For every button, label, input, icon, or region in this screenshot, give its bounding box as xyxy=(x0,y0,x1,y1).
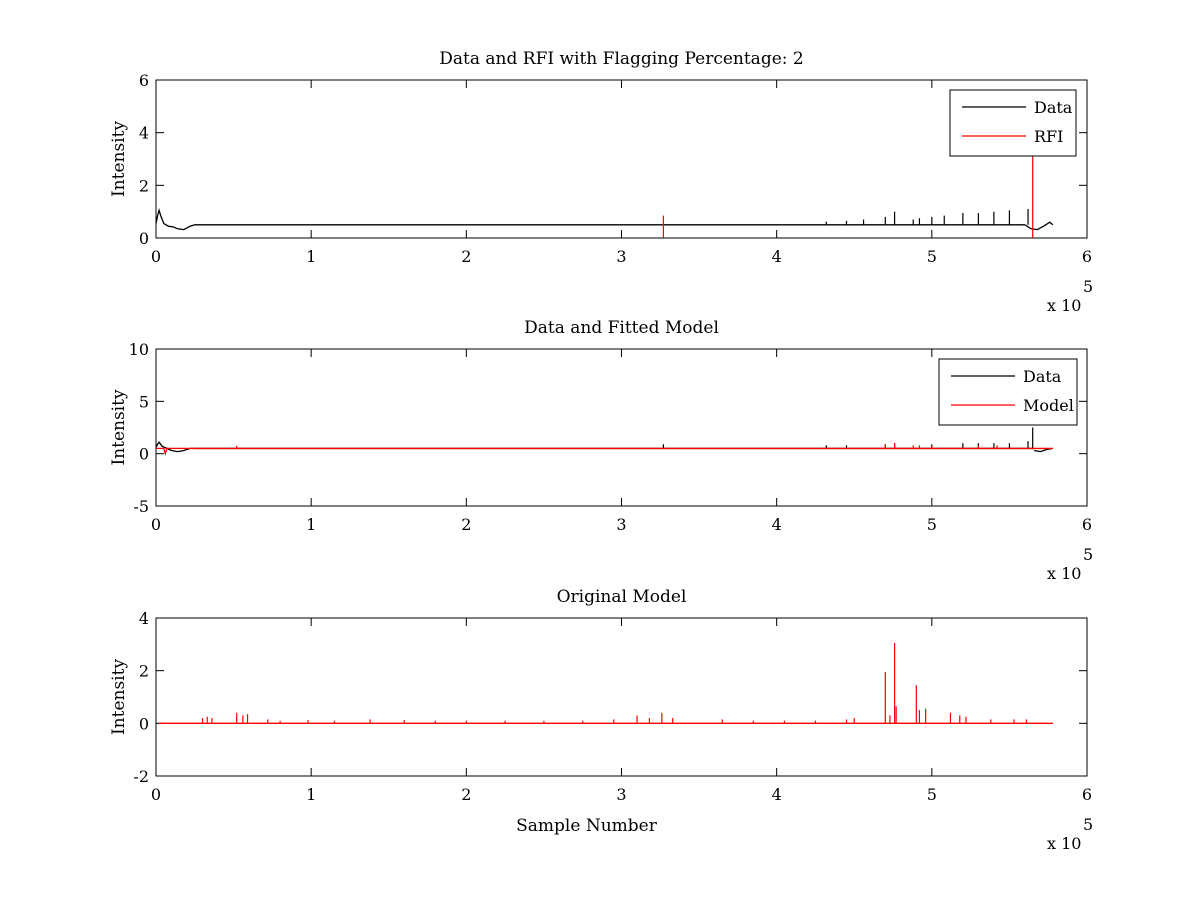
x-axis-label: Sample Number xyxy=(516,816,658,836)
x-tick-label: 2 xyxy=(461,515,471,534)
series-model xyxy=(156,443,1053,457)
x-tick-label: 4 xyxy=(772,247,782,266)
x-tick-label: 3 xyxy=(616,247,626,266)
plot-area xyxy=(159,643,1053,724)
subplot-title: Data and Fitted Model xyxy=(524,318,719,338)
x-exponent-power: 5 xyxy=(1083,815,1093,834)
subplot-title: Original Model xyxy=(557,587,687,607)
x-tick-label: 1 xyxy=(306,247,316,266)
x-tick-label: 3 xyxy=(616,515,626,534)
x-tick-label: 3 xyxy=(616,785,626,804)
y-tick-label: 4 xyxy=(139,609,149,628)
y-tick-label: 0 xyxy=(139,714,149,733)
y-tick-label: 0 xyxy=(139,445,149,464)
x-tick-label: 4 xyxy=(772,785,782,804)
y-tick-label: -2 xyxy=(133,767,149,786)
series-model-trace xyxy=(159,643,1053,724)
legend: Data RFI xyxy=(949,89,1077,157)
x-tick-label: 6 xyxy=(1082,515,1092,534)
legend: Data Model xyxy=(938,358,1078,426)
y-axis-label: Intensity xyxy=(109,389,129,465)
x-tick-label: 0 xyxy=(151,515,161,534)
x-exponent-power: 5 xyxy=(1083,277,1093,296)
x-tick-label: 5 xyxy=(927,785,937,804)
series-segment xyxy=(156,441,195,453)
x-exponent-label: x 10 xyxy=(1047,296,1081,315)
x-tick-label: 1 xyxy=(306,785,316,804)
x-exponent-label: x 10 xyxy=(1047,564,1081,583)
y-tick-label: 10 xyxy=(129,340,149,359)
y-tick-label: -5 xyxy=(133,497,149,516)
y-tick-label: 2 xyxy=(139,176,149,195)
x-tick-label: 5 xyxy=(927,515,937,534)
y-tick-label: 0 xyxy=(139,229,149,248)
series-segment xyxy=(1024,221,1054,231)
plot-area xyxy=(156,145,1054,238)
series-segment xyxy=(156,447,187,457)
legend-label-data: Data xyxy=(1023,367,1062,386)
legend-label-data: Data xyxy=(1034,98,1073,117)
x-tick-label: 5 xyxy=(927,247,937,266)
y-tick-label: 2 xyxy=(139,662,149,681)
legend-box xyxy=(938,358,1078,426)
series-data xyxy=(156,207,1054,231)
y-tick-label: 6 xyxy=(139,71,149,90)
x-tick-label: 4 xyxy=(772,515,782,534)
x-tick-label: 1 xyxy=(306,515,316,534)
x-tick-label: 0 xyxy=(151,247,161,266)
x-exponent-label: x 10 xyxy=(1047,834,1081,853)
y-axis-label: Intensity xyxy=(109,121,129,197)
series-segment xyxy=(156,207,203,231)
y-axis-label: Intensity xyxy=(109,659,129,735)
x-tick-label: 2 xyxy=(461,247,471,266)
legend-label-model: Model xyxy=(1023,396,1074,415)
y-tick-label: 5 xyxy=(139,392,149,411)
x-tick-label: 6 xyxy=(1082,247,1092,266)
x-tick-label: 2 xyxy=(461,785,471,804)
series-rfi xyxy=(662,145,1034,238)
legend-label-rfi: RFI xyxy=(1034,127,1063,146)
x-exponent-power: 5 xyxy=(1083,545,1093,564)
plot-area xyxy=(156,427,1054,457)
y-tick-label: 4 xyxy=(139,124,149,143)
x-tick-label: 0 xyxy=(151,785,161,804)
x-tick-label: 6 xyxy=(1082,785,1092,804)
legend-box xyxy=(949,89,1077,157)
subplot-title: Data and RFI with Flagging Percentage: 2 xyxy=(439,49,803,69)
